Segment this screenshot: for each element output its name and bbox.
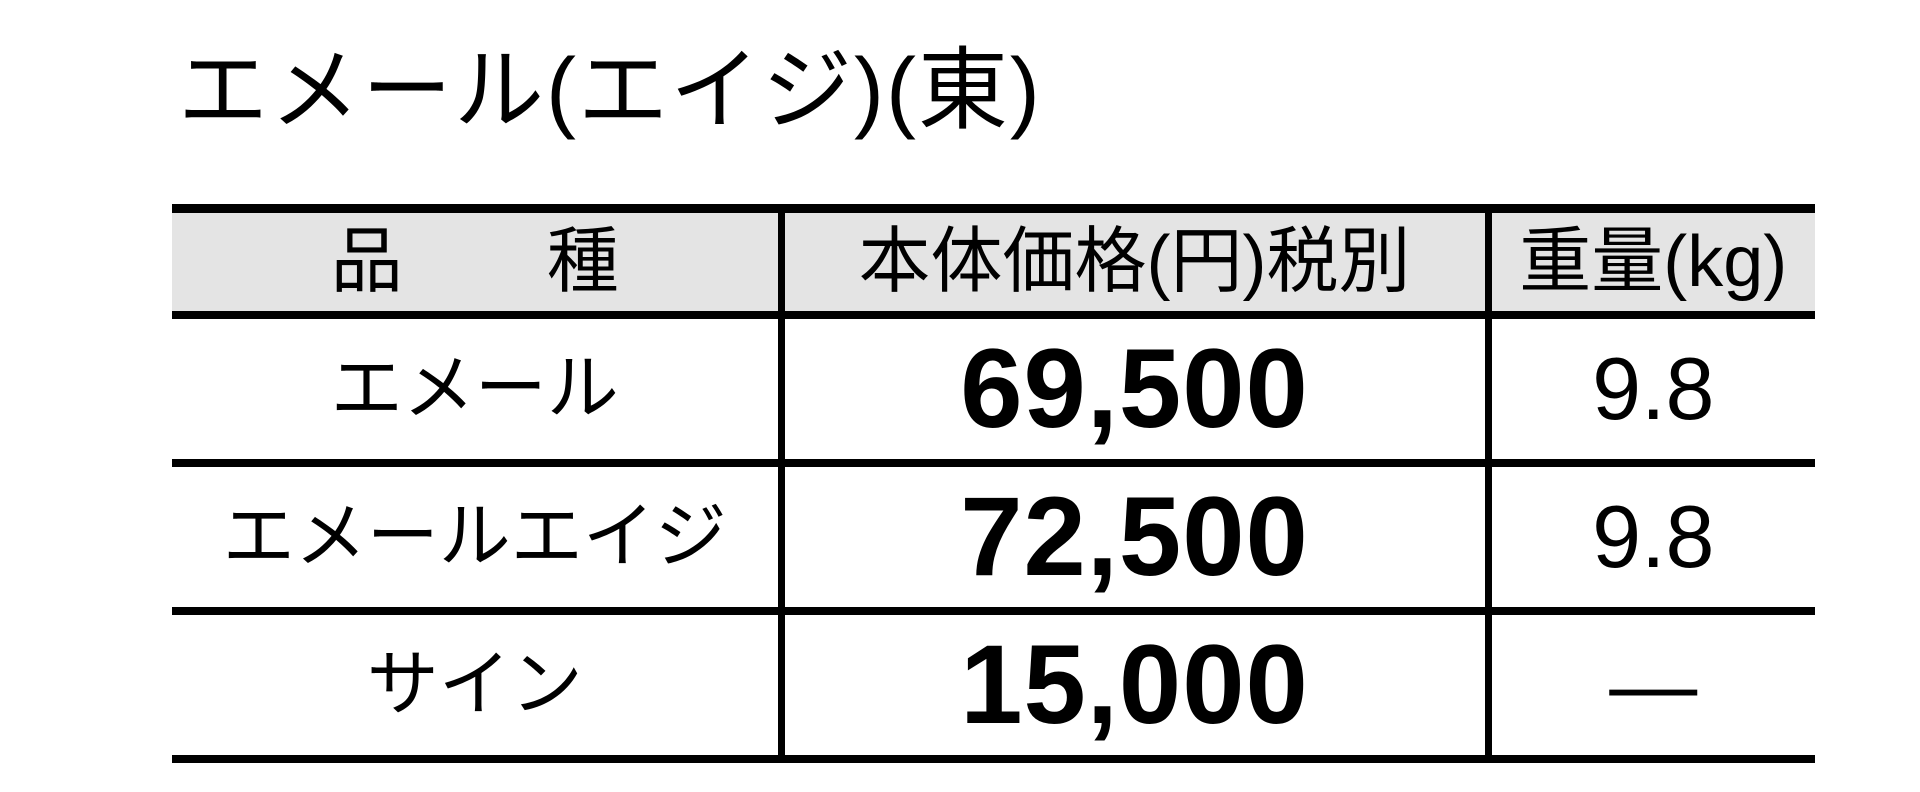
weight-cell: 9.8 [1484, 315, 1815, 467]
table-row: サイン 15,000 — [172, 611, 1815, 763]
header-product-type: 品 種 [172, 208, 781, 319]
product-name-cell: エメール [172, 315, 781, 467]
table-row: エメールエイジ 72,500 9.8 [172, 463, 1815, 615]
weight-cell: — [1484, 611, 1815, 763]
price-cell: 15,000 [777, 611, 1488, 763]
table-header-row: 品 種 本体価格(円)税別 重量(kg) [172, 208, 1815, 319]
price-cell: 69,500 [777, 315, 1488, 467]
weight-cell: 9.8 [1484, 463, 1815, 615]
price-table: 品 種 本体価格(円)税別 重量(kg) エメール 69,500 9.8 エメー… [172, 204, 1815, 763]
price-cell: 72,500 [777, 463, 1488, 615]
table-row: エメール 69,500 9.8 [172, 315, 1815, 467]
header-base-price: 本体価格(円)税別 [777, 208, 1488, 319]
product-name-cell: エメールエイジ [172, 463, 781, 615]
page-title: エメール(エイジ)(東) [178, 41, 1042, 141]
product-name-cell: サイン [172, 611, 781, 763]
header-weight: 重量(kg) [1484, 208, 1815, 319]
